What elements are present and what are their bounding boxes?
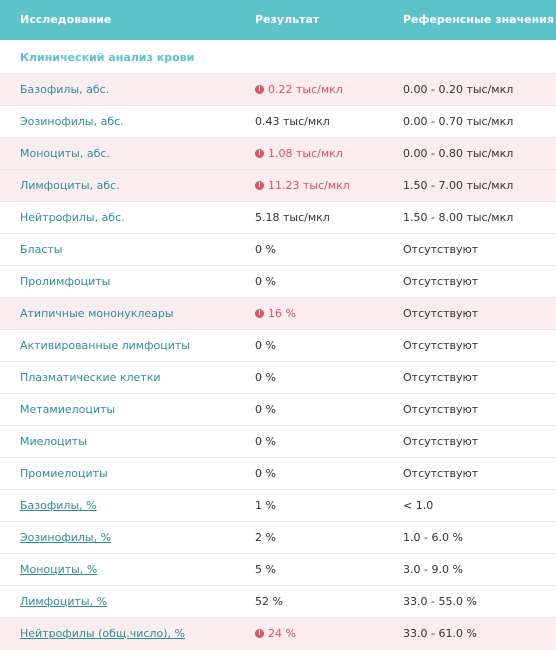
table-row: Активированные лимфоциты 0 % Отсутствуют [0, 330, 556, 362]
test-reference: Отсутствуют [403, 403, 479, 416]
test-result: 0 % [255, 339, 276, 352]
test-result: 0 % [255, 371, 276, 384]
test-reference: Отсутствуют [403, 371, 479, 384]
test-name-link[interactable]: Базофилы, % [20, 499, 97, 512]
test-name: Миелоциты [20, 435, 87, 448]
table-row: Метамиелоциты 0 % Отсутствуют [0, 394, 556, 426]
test-reference: Отсутствуют [403, 275, 479, 288]
table-row: Нейтрофилы (общ.число), % ! 24 % 33.0 - 6… [0, 618, 556, 650]
test-name: Моноциты, абс. [20, 147, 110, 160]
test-result: 0 % [255, 467, 276, 480]
test-reference: 1.0 - 6.0 % [403, 531, 463, 544]
test-name: Эозинофилы, абс. [20, 115, 124, 128]
test-name: Базофилы, абс. [20, 83, 110, 96]
header-result: Результат [255, 13, 320, 26]
alert-icon: ! [255, 149, 264, 158]
table-row: Базофилы, абс. ! 0.22 тыс/мкл 0.00 - 0.20… [0, 74, 556, 106]
test-name: Плазматические клетки [20, 371, 161, 384]
test-result: 0 % [255, 435, 276, 448]
test-reference: Отсутствуют [403, 307, 479, 320]
test-name: Атипичные мононуклеары [20, 307, 174, 320]
table-row: Моноциты, абс. ! 1.08 тыс/мкл 0.00 - 0.80… [0, 138, 556, 170]
test-name: Метамиелоциты [20, 403, 116, 416]
test-result: ! 24 % [255, 627, 296, 640]
test-reference: 33.0 - 55.0 % [403, 595, 477, 608]
test-reference: Отсутствуют [403, 435, 479, 448]
section-header: Клинический анализ крови [0, 40, 556, 74]
test-result: 0 % [255, 403, 276, 416]
table-row: Промиелоциты 0 % Отсутствуют [0, 458, 556, 490]
table-row: Моноциты, % 5 % 3.0 - 9.0 % [0, 554, 556, 586]
test-result: 0 % [255, 275, 276, 288]
table-row: Плазматические клетки 0 % Отсутствуют [0, 362, 556, 394]
test-name: Лимфоциты, абс. [20, 179, 120, 192]
test-reference: Отсутствуют [403, 339, 479, 352]
test-result: 0 % [255, 243, 276, 256]
test-reference: < 1.0 [403, 499, 434, 512]
table-row: Лимфоциты, % 52 % 33.0 - 55.0 % [0, 586, 556, 618]
test-name: Нейтрофилы, абс. [20, 211, 125, 224]
test-name-link[interactable]: Нейтрофилы (общ.число), % [20, 627, 185, 640]
table-header: Исследование Результат Референсные значе… [0, 0, 556, 40]
test-result: ! 16 % [255, 307, 296, 320]
alert-icon: ! [255, 181, 264, 190]
table-row: Пролимфоциты 0 % Отсутствуют [0, 266, 556, 298]
test-name: Пролимфоциты [20, 275, 111, 288]
test-result: ! 0.22 тыс/мкл [255, 83, 343, 96]
test-reference: 0.00 - 0.80 тыс/мкл [403, 147, 514, 160]
table-row: Базофилы, % 1 % < 1.0 [0, 490, 556, 522]
table-row: Бласты 0 % Отсутствуют [0, 234, 556, 266]
test-result: 5 % [255, 563, 276, 576]
table-row: Нейтрофилы, абс. 5.18 тыс/мкл 1.50 - 8.0… [0, 202, 556, 234]
test-result: 5.18 тыс/мкл [255, 211, 330, 224]
table-row: Миелоциты 0 % Отсутствуют [0, 426, 556, 458]
test-result: ! 11.23 тыс/мкл [255, 179, 350, 192]
section-title: Клинический анализ крови [20, 51, 195, 64]
test-result: ! 1.08 тыс/мкл [255, 147, 343, 160]
test-reference: Отсутствуют [403, 467, 479, 480]
test-name: Активированные лимфоциты [20, 339, 190, 352]
test-name-link[interactable]: Эозинофилы, % [20, 531, 112, 544]
table-row: Атипичные мононуклеары ! 16 % Отсутствуют [0, 298, 556, 330]
test-result: 1 % [255, 499, 276, 512]
test-reference: 33.0 - 61.0 % [403, 627, 477, 640]
test-reference: 1.50 - 7.00 тыс/мкл [403, 179, 514, 192]
test-result: 2 % [255, 531, 276, 544]
test-reference: Отсутствуют [403, 243, 479, 256]
test-reference: 0.00 - 0.20 тыс/мкл [403, 83, 514, 96]
test-name: Бласты [20, 243, 63, 256]
test-name-link[interactable]: Лимфоциты, % [20, 595, 108, 608]
test-name: Промиелоциты [20, 467, 108, 480]
test-name-link[interactable]: Моноциты, % [20, 563, 98, 576]
test-result: 0.43 тыс/мкл [255, 115, 330, 128]
table-row: Эозинофилы, абс. 0.43 тыс/мкл 0.00 - 0.7… [0, 106, 556, 138]
test-reference: 1.50 - 8.00 тыс/мкл [403, 211, 514, 224]
alert-icon: ! [255, 629, 264, 638]
header-ref: Референсные значения [403, 13, 554, 26]
table-row: Лимфоциты, абс. ! 11.23 тыс/мкл 1.50 - 7.… [0, 170, 556, 202]
header-test: Исследование [20, 13, 112, 26]
alert-icon: ! [255, 85, 264, 94]
test-reference: 0.00 - 0.70 тыс/мкл [403, 115, 514, 128]
table-row: Эозинофилы, % 2 % 1.0 - 6.0 % [0, 522, 556, 554]
alert-icon: ! [255, 309, 264, 318]
test-result: 52 % [255, 595, 283, 608]
test-reference: 3.0 - 9.0 % [403, 563, 463, 576]
